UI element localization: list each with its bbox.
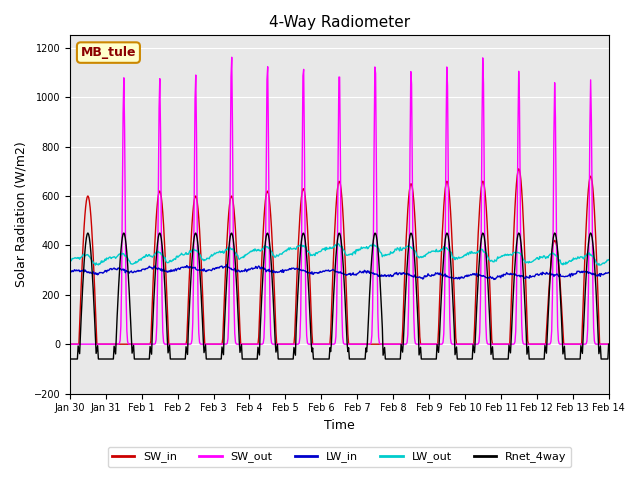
Legend: SW_in, SW_out, LW_in, LW_out, Rnet_4way: SW_in, SW_out, LW_in, LW_out, Rnet_4way: [108, 447, 571, 467]
Y-axis label: Solar Radiation (W/m2): Solar Radiation (W/m2): [15, 142, 28, 288]
X-axis label: Time: Time: [324, 419, 355, 432]
Title: 4-Way Radiometer: 4-Way Radiometer: [269, 15, 410, 30]
Text: MB_tule: MB_tule: [81, 46, 136, 59]
